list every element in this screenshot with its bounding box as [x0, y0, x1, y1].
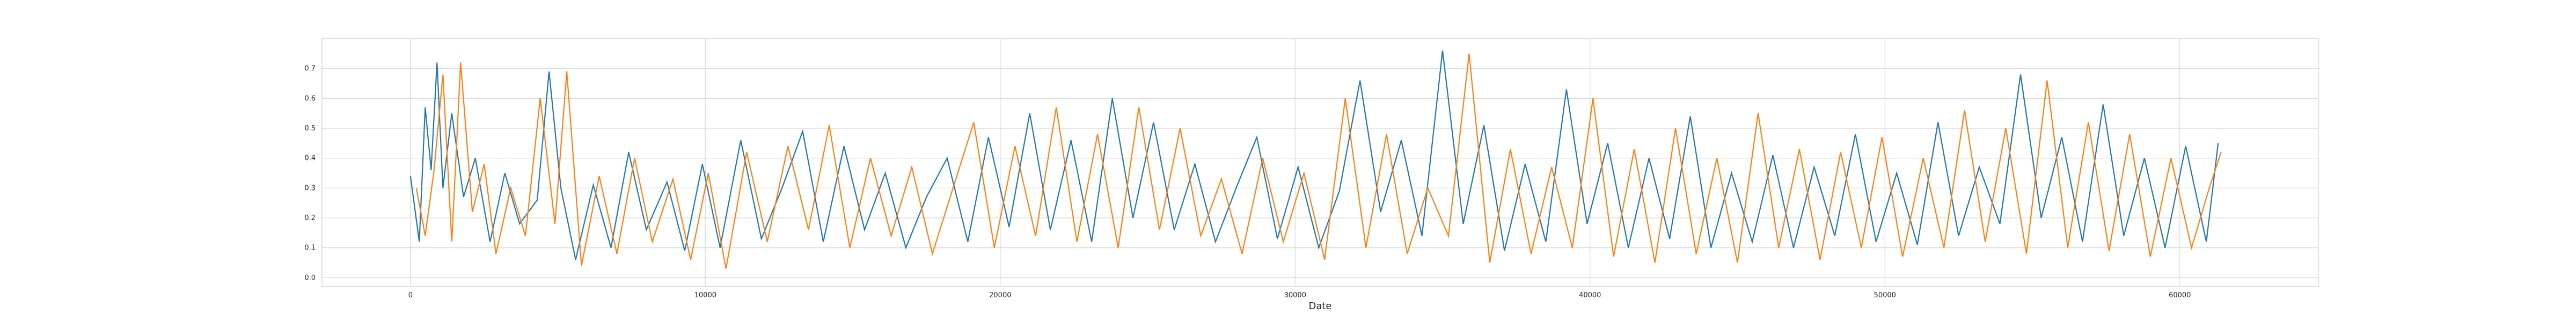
y-tick-label: 0.3 — [304, 184, 316, 192]
x-tick-label: 40000 — [1579, 291, 1601, 299]
y-tick-label: 0.7 — [304, 65, 316, 73]
x-tick-label: 20000 — [989, 291, 1011, 299]
y-tick-label: 0.4 — [304, 155, 316, 163]
x-tick-label: 10000 — [694, 291, 716, 299]
y-tick-label: 0.6 — [304, 94, 316, 103]
series-line-1 — [409, 50, 2219, 260]
grid — [322, 39, 2318, 287]
x-tick-label: 50000 — [1874, 291, 1896, 299]
x-tick-label: 0 — [408, 291, 413, 299]
series-layer — [409, 50, 2222, 269]
x-axis-label: Date — [1308, 301, 1331, 312]
y-tick-label: 0.2 — [304, 214, 316, 222]
x-axis-ticks: 0 10000 20000 30000 40000 50000 60000 — [408, 291, 2191, 299]
x-tick-label: 30000 — [1284, 291, 1306, 299]
y-axis-ticks: 0.0 0.1 0.2 0.3 0.4 0.5 0.6 0.7 — [304, 65, 316, 282]
series-line-2 — [415, 53, 2222, 269]
plot-frame — [321, 38, 2319, 287]
x-tick-label: 60000 — [2169, 291, 2191, 299]
y-tick-label: 0.5 — [304, 125, 316, 133]
y-tick-label: 0.0 — [304, 274, 316, 282]
y-tick-label: 0.1 — [304, 244, 316, 252]
